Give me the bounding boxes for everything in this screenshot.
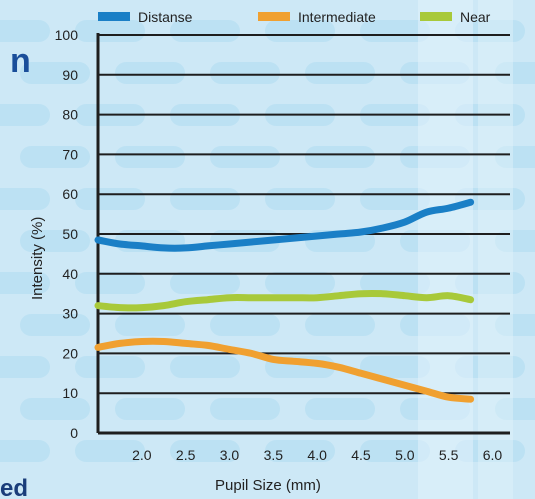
background-bar [0,104,50,126]
background-bar [170,356,240,378]
legend-swatch [258,12,290,21]
background-edge-text-left: n [10,42,31,80]
x-tick-label: 4.0 [307,447,327,463]
background-bar [495,314,535,336]
background-bar [75,272,145,294]
background-bar [210,62,280,84]
background-bar [75,188,145,210]
background-bar [20,314,90,336]
y-tick-label: 0 [70,425,78,441]
background-bar [170,440,240,462]
background-bar [495,398,535,420]
y-tick-label: 90 [62,67,78,83]
x-tick-label: 3.5 [264,447,284,463]
y-tick-label: 70 [62,146,78,162]
legend-swatch [98,12,130,21]
background-band [478,0,513,499]
y-tick-label: 10 [62,385,78,401]
background-bar [210,398,280,420]
background-bar [115,146,185,168]
background-bar [115,62,185,84]
background-bar [360,356,430,378]
x-tick-label: 4.5 [351,447,371,463]
x-axis-ticks: 2.0 2.5 3.0 3.5 4.0 4.5 5.0 5.5 6.0 [132,447,502,463]
background-bar [305,146,375,168]
background-bar [265,272,335,294]
series-lines [94,198,475,403]
background-bar [75,440,145,462]
background-bar [305,314,375,336]
background-bar [20,146,90,168]
series-line-distanse [94,198,475,252]
background-bar [210,314,280,336]
background-bar [20,398,90,420]
background-bar [305,398,375,420]
background-bar [170,20,240,42]
background-bar [360,440,430,462]
background-bar [495,146,535,168]
background-bar [170,188,240,210]
background-bar [75,20,145,42]
background-edge-text-bottom: ed [0,475,28,499]
x-tick-label: 3.0 [220,447,240,463]
background-bar [265,440,335,462]
y-tick-label: 40 [62,266,78,282]
x-tick-label: 5.0 [395,447,415,463]
y-tick-label: 50 [62,226,78,242]
y-tick-label: 20 [62,345,78,361]
background-bar [0,188,50,210]
legend-label: Near [460,9,491,25]
y-axis-ticks: 0 10 20 30 40 50 60 70 80 90 100 [55,27,79,441]
axes [96,33,510,435]
background-bar [75,356,145,378]
y-tick-label: 80 [62,107,78,123]
y-tick-label: 60 [62,186,78,202]
background-bar [170,272,240,294]
legend-label: Intermediate [298,9,376,25]
background-bar [495,62,535,84]
series-line-intermediate [94,337,475,403]
x-tick-label: 5.5 [439,447,459,463]
x-axis-title: Pupil Size (mm) [215,477,321,494]
background-bar [495,230,535,252]
background-bar [360,20,430,42]
background-bar [0,20,50,42]
x-tick-label: 6.0 [483,447,503,463]
x-tick-label: 2.5 [176,447,196,463]
background-bar [20,230,90,252]
legend-label: Distanse [138,9,193,25]
background-bar [0,440,50,462]
background-bar [265,20,335,42]
background-bar [115,398,185,420]
legend-swatch [420,12,452,21]
background-bar [360,272,430,294]
y-tick-label: 100 [55,27,79,43]
background-bar [0,356,50,378]
background-bar [305,62,375,84]
background-bar [0,272,50,294]
background-band [418,0,473,499]
y-tick-label: 30 [62,306,78,322]
x-tick-label: 2.0 [132,447,152,463]
legend: Distanse Intermediate Near [98,9,491,25]
background-bar [20,62,90,84]
background-bar [210,146,280,168]
series-line-near [94,289,475,312]
y-axis-title: Intensity (%) [29,217,46,300]
background-bar [265,188,335,210]
background-bar [115,314,185,336]
